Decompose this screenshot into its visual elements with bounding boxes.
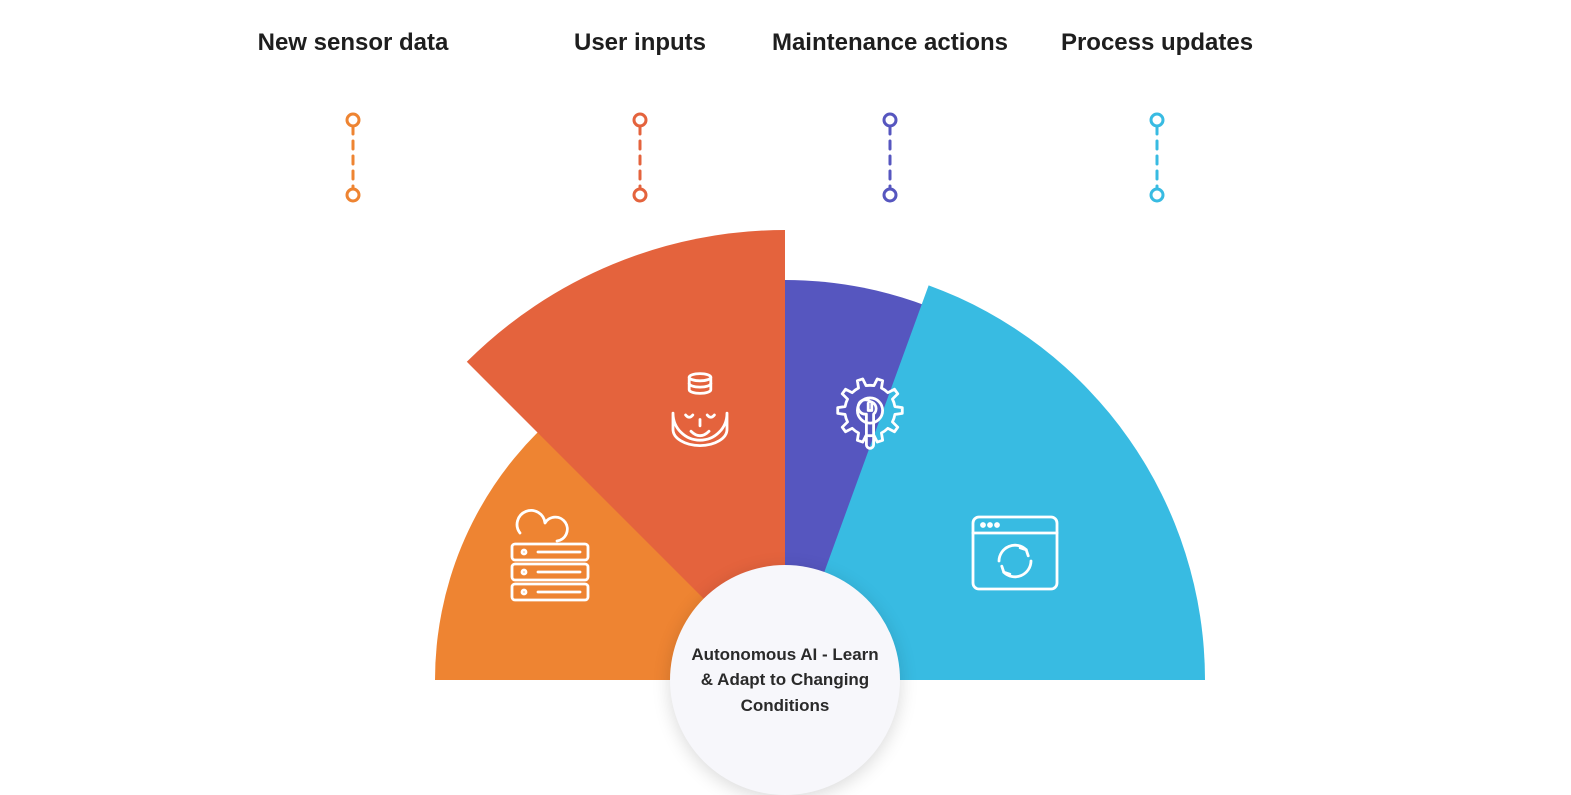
connector-process	[1151, 114, 1163, 201]
center-hub-text: Autonomous AI - Learn & Adapt to Changin…	[688, 642, 882, 719]
connector-maint	[884, 114, 896, 201]
label-process: Process updates	[1037, 27, 1277, 59]
label-maint: Maintenance actions	[770, 27, 1010, 59]
connector-user	[634, 114, 646, 201]
label-sensor: New sensor data	[243, 27, 463, 59]
infographic-stage: New sensor data User inputs Maintenance …	[0, 0, 1571, 770]
label-user: User inputs	[540, 27, 740, 59]
connector-sensor	[347, 114, 359, 201]
center-hub: Autonomous AI - Learn & Adapt to Changin…	[670, 565, 900, 795]
